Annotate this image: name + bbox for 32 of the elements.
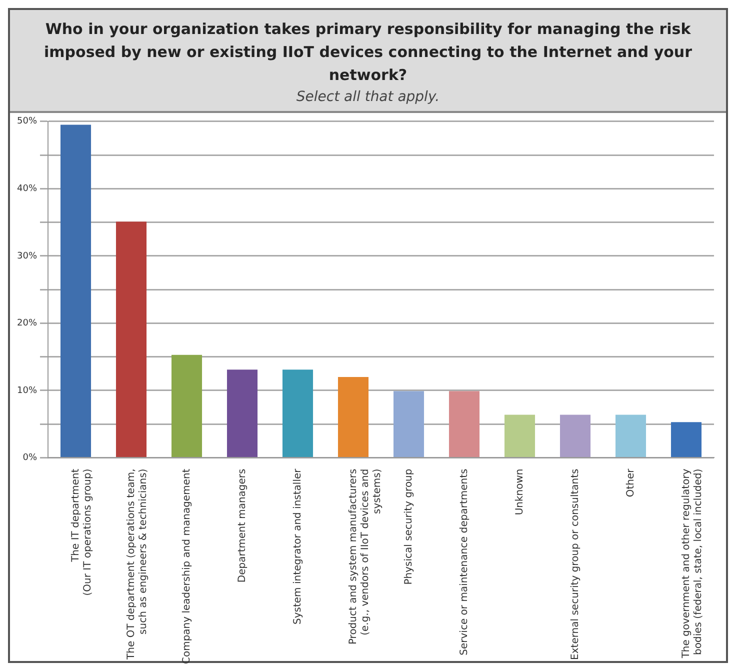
- x-tick-label: The IT department (Our IT operations group): [70, 468, 94, 596]
- x-tick-label: Product and system manufacturers (e.g., vendors of IIoT devices and systems): [348, 468, 383, 645]
- y-tick-label: 30%: [16, 251, 38, 262]
- x-tick-label: Physical security group: [403, 468, 414, 585]
- x-tick-label: System integrator and installer: [292, 468, 304, 625]
- bar: [171, 354, 202, 457]
- x-tick-label: The government and other regulatory bodies (federal, state, local included): [680, 468, 704, 660]
- bar: [338, 377, 369, 457]
- y-tick-label: 40%: [16, 184, 38, 194]
- bar: [670, 422, 702, 457]
- chart-title: Who in your organization takes primary responsibility for managing the risk imposed by new or existing IIoT devices connecting to the Internet and your network?: [43, 19, 693, 86]
- x-tick-label: External security group or consultants: [570, 468, 581, 660]
- x-tick-label: The OT department (operations team, such as engineers & technicians): [126, 468, 149, 660]
- bar: [60, 124, 92, 457]
- bar: [393, 391, 424, 457]
- y-tick-label: 10%: [16, 386, 38, 396]
- bar: [448, 391, 480, 457]
- x-tick-label: Service or maintenance departments: [458, 468, 470, 656]
- bar: [116, 222, 147, 457]
- bar: [615, 414, 646, 457]
- bar: [560, 414, 591, 457]
- x-tick-label: Unknown: [514, 468, 526, 516]
- bar: [504, 414, 536, 457]
- y-tick-label: 50%: [16, 116, 38, 127]
- x-tick-label: Company leadership and management: [181, 468, 192, 664]
- bar: [282, 370, 314, 457]
- x-tick-label: Other: [625, 468, 636, 498]
- chart-subtitle: Select all that apply.: [295, 89, 441, 105]
- x-tick-label: Department managers: [236, 468, 248, 583]
- y-tick-label: 0%: [22, 453, 38, 464]
- bar: [226, 370, 258, 457]
- y-tick-label: 20%: [16, 318, 38, 329]
